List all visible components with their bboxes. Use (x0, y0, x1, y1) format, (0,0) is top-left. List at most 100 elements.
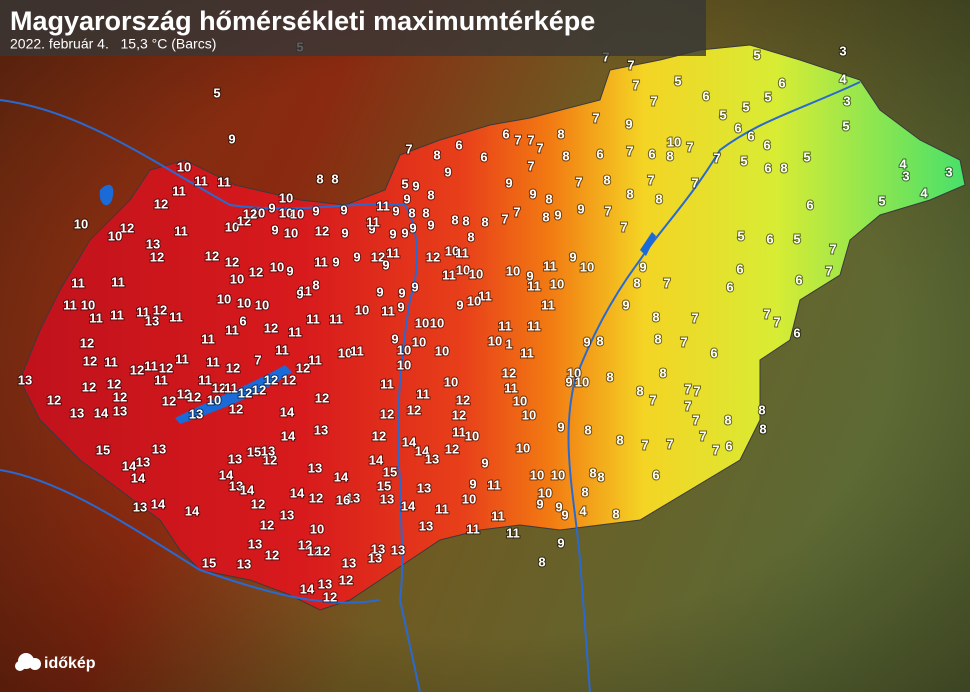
temperature-label: 14 (151, 496, 166, 511)
temperature-label: 11 (386, 245, 400, 260)
temperature-label: 15 (377, 478, 391, 493)
temperature-label: 11 (314, 254, 328, 269)
temperature-label: 9 (403, 191, 410, 206)
temperature-label: 12 (187, 389, 201, 404)
temperature-label: 12 (264, 320, 278, 335)
temperature-label: 8 (451, 212, 458, 227)
temperature-label: 8 (312, 277, 319, 292)
temperature-label: 8 (603, 172, 610, 187)
temperature-label: 7 (513, 204, 520, 219)
temperature-label: 9 (341, 225, 348, 240)
temperature-label: 8 (481, 214, 488, 229)
temperature-label: 5 (740, 153, 747, 168)
title-box (0, 0, 706, 56)
temperature-label: 10 (177, 159, 191, 174)
temperature-label: 8 (542, 209, 549, 224)
temperature-label: 11 (198, 372, 212, 387)
temperature-label: 11 (491, 508, 505, 523)
temperature-label: 13 (133, 499, 147, 514)
temperature-label: 5 (401, 176, 408, 191)
temperature-label: 12 (452, 407, 466, 422)
temperature-label: 12 (212, 380, 226, 395)
temperature-label: 11 (136, 304, 150, 319)
temperature-label: 10 (538, 485, 552, 500)
temperature-label: 9 (577, 201, 584, 216)
temperature-label: 5 (764, 89, 771, 104)
temperature-label: 8 (427, 187, 434, 202)
temperature-label: 9 (583, 334, 590, 349)
temperature-label: 5 (213, 85, 220, 100)
temperature-label: 13 (391, 542, 405, 557)
temperature-label: 14 (300, 581, 315, 596)
temperature-label: 8 (557, 126, 564, 141)
temperature-label: 9 (296, 286, 303, 301)
temperature-label: 7 (763, 306, 770, 321)
temperature-label: 7 (692, 412, 699, 427)
temperature-label: 9 (565, 374, 572, 389)
temperature-label: 12 (82, 379, 96, 394)
temperature-label: 9 (286, 263, 293, 278)
temperature-label: 11 (308, 352, 322, 367)
temperature-label: 8 (659, 365, 666, 380)
temperature-label: 12 (264, 372, 278, 387)
subtitle: 2022. február 4. 15,3 °C (Barcs) (10, 36, 216, 52)
temperature-label: 14 (290, 485, 305, 500)
temperature-label: 10 (522, 407, 536, 422)
temperature-label: 12 (47, 392, 61, 407)
temperature-label: 7 (254, 352, 261, 367)
temperature-label: 11 (104, 354, 118, 369)
temperature-label: 8 (633, 275, 640, 290)
temperature-label: 9 (411, 279, 418, 294)
temperature-label: 11 (110, 307, 124, 322)
temperature-label: 9 (340, 202, 347, 217)
temperature-label: 5 (719, 107, 726, 122)
temperature-label: 8 (584, 422, 591, 437)
temperature-label: 11 (71, 275, 85, 290)
temperature-label: 11 (144, 358, 158, 373)
temperature-label: 14 (402, 434, 417, 449)
temperature-label: 8 (780, 160, 787, 175)
temperature-label: 9 (271, 222, 278, 237)
temperature-label: 12 (296, 360, 310, 375)
temperature-label: 10 (435, 343, 449, 358)
temperature-label: 14 (131, 470, 146, 485)
temperature-label: 6 (763, 137, 770, 152)
temperature-label: 10 (412, 334, 426, 349)
temperature-label: 10 (284, 225, 298, 240)
temperature-label: 13 (237, 556, 251, 571)
temperature-label: 7 (773, 314, 780, 329)
temperature-label: 13 (419, 518, 433, 533)
temperature-label: 12 (260, 517, 274, 532)
temperature-label: 12 (282, 372, 296, 387)
temperature-label: 12 (249, 264, 263, 279)
temperature-label: 10 (207, 392, 221, 407)
temperature-label: 9 (389, 226, 396, 241)
temperature-label: 12 (339, 572, 353, 587)
temperature-label: 9 (312, 203, 319, 218)
temperature-label: 13 (113, 403, 127, 418)
temperature-label: 14 (94, 405, 109, 420)
temperature-label: 11 (455, 245, 469, 260)
temperature-label: 5 (753, 47, 760, 62)
temperature-label: 8 (666, 148, 673, 163)
temperature-label: 10 (230, 271, 244, 286)
temperature-label: 13 (248, 536, 262, 551)
temperature-label: 10 (415, 315, 429, 330)
temperature-label: 7 (626, 143, 633, 158)
temperature-label: 8 (606, 369, 613, 384)
temperature-label: 5 (674, 73, 681, 88)
temperature-label: 11 (416, 386, 430, 401)
temperature-label: 11 (174, 223, 188, 238)
temperature-label: 13 (146, 236, 160, 251)
temperature-label: 12 (153, 302, 167, 317)
temperature-label: 7 (712, 442, 719, 457)
temperature-label: 7 (632, 77, 639, 92)
temperature-label: 12 (445, 441, 459, 456)
temperature-label: 10 (255, 297, 269, 312)
temperature-label: 15 (202, 555, 216, 570)
temperature-label: 10 (467, 293, 481, 308)
temperature-label: 11 (154, 372, 168, 387)
temperature-label: 11 (487, 477, 501, 492)
temperature-label: 8 (589, 465, 596, 480)
